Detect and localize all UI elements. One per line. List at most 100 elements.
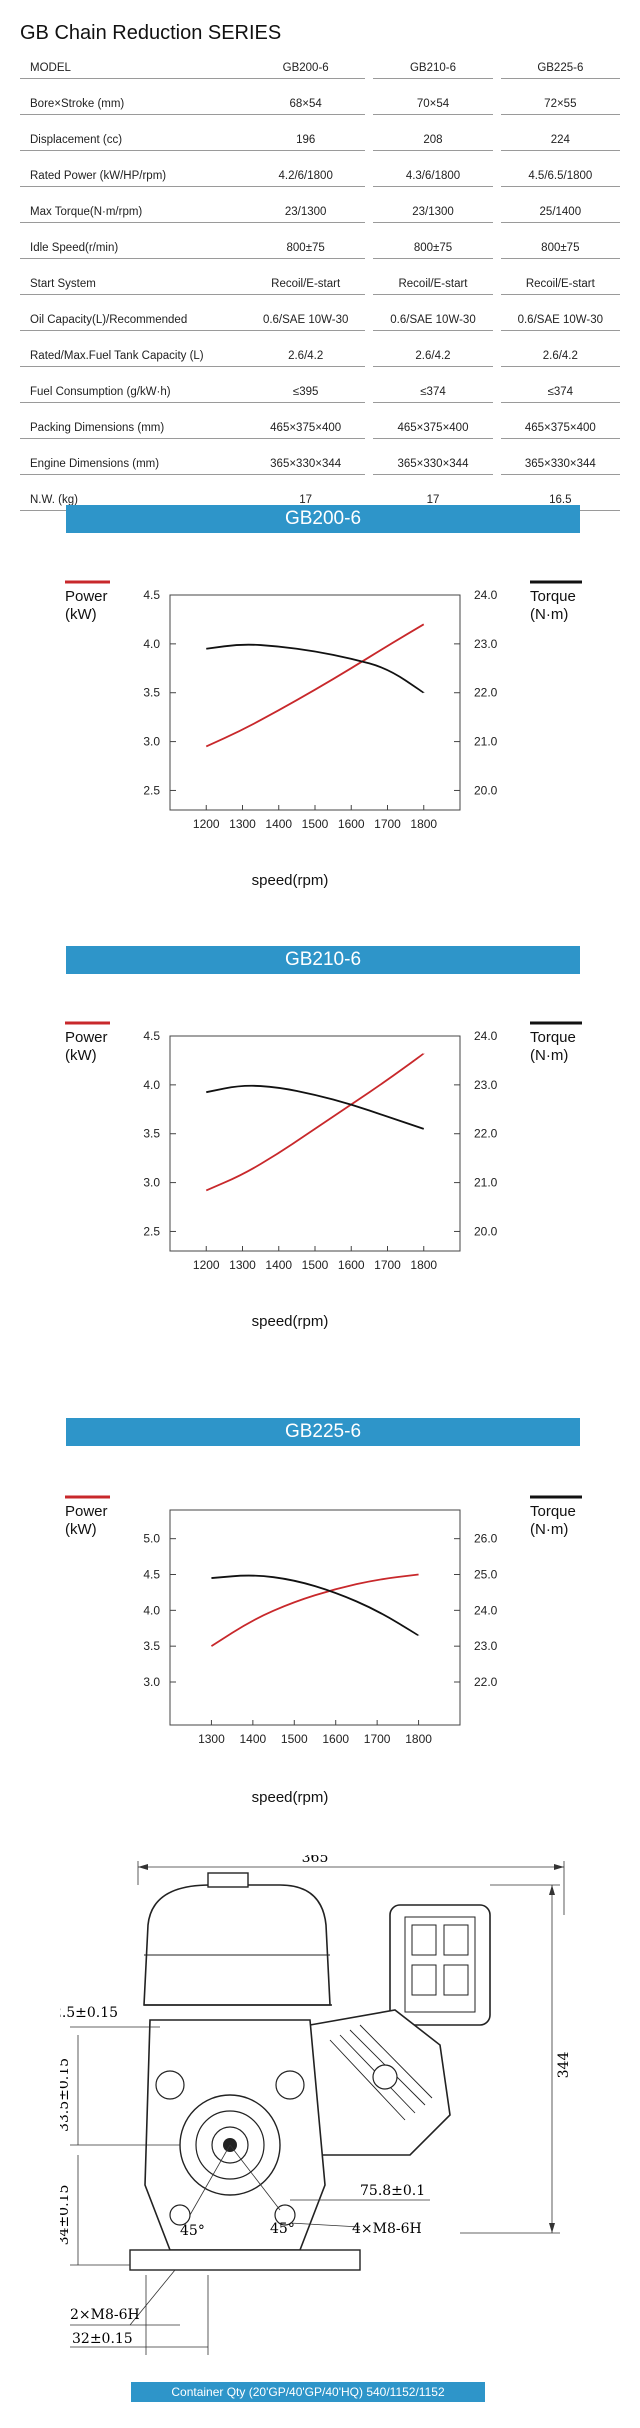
x-tick-label: 1600 (338, 817, 365, 831)
y-right-tick-label: 26.0 (474, 1532, 498, 1546)
x-tick-label: 1500 (302, 817, 329, 831)
table-row: Displacement (cc) 196 208 224 (20, 114, 620, 151)
y-right-tick-label: 23.0 (474, 1639, 498, 1653)
torque-curve (211, 1574, 420, 1637)
y-left-tick-label: 4.0 (143, 637, 160, 651)
row-value: Recoil/E-start (246, 258, 366, 295)
row-value: 800±75 (373, 222, 493, 259)
dim-f-label: 2×M8-6H (70, 2307, 140, 2323)
torque-curve (206, 643, 425, 694)
y-left-tick-label: 4.5 (143, 1568, 160, 1582)
row-value: 2.6/4.2 (373, 330, 493, 367)
y-right-tick-label: 25.0 (474, 1568, 498, 1582)
row-label: Displacement (cc) (20, 114, 246, 151)
y-right-tick-label: 22.0 (474, 1127, 498, 1141)
power-curve (205, 1052, 425, 1192)
torque-axis-label: Torque (530, 588, 576, 605)
y-left-tick-label: 4.0 (143, 1078, 160, 1092)
y-right-tick-label: 21.0 (474, 1176, 498, 1190)
row-value: 365×330×344 (373, 438, 493, 475)
row-value: 196 (246, 114, 366, 151)
table-row: Engine Dimensions (mm) 365×330×344 365×330… (20, 438, 620, 475)
chart-svg: Power(kW) Torque(N·m) 4.5 4.0 3.5 3.0 2.5 24.0 2… (65, 580, 582, 831)
x-tick-label: 1300 (229, 817, 256, 831)
row-label: Fuel Consumption (g/kW·h) (20, 366, 246, 403)
chart-gb200-6: Power (kW) Torque (N·m) 4.5 4.0 3.5 3.0 2.5 24.0 2… (0, 575, 640, 835)
power-axis-unit: (kW) (65, 1047, 97, 1064)
chart-svg: Power(kW) Torque(N·m) 4.5 4.0 3.5 3.0 2.5 24.0 2… (65, 1021, 582, 1272)
table-header-row: MODEL GB200-6 GB210-6 GB225-6 (20, 56, 620, 79)
row-value: 2.6/4.2 (500, 330, 620, 367)
chart-banner-gb200-6: GB200-6 (66, 505, 580, 533)
y-right-tick-label: 22.0 (474, 1675, 498, 1689)
dim-width-label: 365 (302, 1855, 329, 1866)
x-tick-label: 1400 (265, 1258, 292, 1272)
page-title: GB Chain Reduction SERIES (20, 22, 282, 44)
angle-1-label: 45° (180, 2223, 205, 2239)
torque-axis-unit: (N·m) (530, 1047, 568, 1064)
row-label: Oil Capacity(L)/Recommended (20, 294, 246, 331)
row-value: 68×54 (246, 78, 366, 115)
table-row: Fuel Consumption (g/kW·h) ≤395 ≤374 ≤374 (20, 366, 620, 403)
table-row: Bore×Stroke (mm) 68×54 70×54 72×55 (20, 78, 620, 115)
container-qty-bar: Container Qty (20'GP/40'GP/40'HQ) 540/11… (131, 2382, 485, 2402)
power-axis-label: Power (65, 1503, 108, 1520)
chart-svg: Power(kW) Torque(N·m) 5.0 4.5 4.0 3.5 3.0 26.0 2… (65, 1495, 582, 1746)
row-value: 23/1300 (373, 186, 493, 223)
table-row: Oil Capacity(L)/Recommended 0.6/SAE 10W-3… (20, 294, 620, 331)
row-value: ≤395 (246, 366, 366, 403)
x-tick-label: 1200 (193, 817, 220, 831)
power-curve (205, 623, 425, 748)
power-axis-unit: (kW) (65, 1521, 97, 1538)
power-curve (210, 1573, 419, 1647)
y-left-tick-label: 3.0 (143, 1176, 160, 1190)
dim-c-label: 34±0.15 (60, 2185, 72, 2246)
row-value: Recoil/E-start (500, 258, 620, 295)
row-value: 800±75 (246, 222, 366, 259)
dim-g-label: 32±0.15 (72, 2331, 133, 2347)
x-tick-label: 1500 (302, 1258, 329, 1272)
row-value: 365×330×344 (500, 438, 620, 475)
x-tick-label: 1800 (410, 817, 437, 831)
y-left-tick-label: 4.5 (143, 1029, 160, 1043)
dim-e-label: 4×M8-6H (352, 2221, 422, 2237)
row-label: Rated Power (kW/HP/rpm) (20, 150, 246, 187)
table-row: Rated Power (kW/HP/rpm) 4.2/6/1800 4.3/6/1… (20, 150, 620, 187)
row-value: ≤374 (500, 366, 620, 403)
plot-frame (169, 1035, 461, 1252)
dim-height-label: 344 (556, 2052, 572, 2079)
table-row: Idle Speed(r/min) 800±75 800±75 800±75 (20, 222, 620, 259)
row-value: 4.2/6/1800 (246, 150, 366, 187)
row-value: 0.6/SAE 10W-30 (246, 294, 366, 331)
dim-a-label: 32.5±0.15 (60, 2005, 118, 2021)
row-value: 4.3/6/1800 (373, 150, 493, 187)
y-right-tick-label: 20.0 (474, 1224, 498, 1238)
y-right-tick-label: 22.0 (474, 686, 498, 700)
x-tick-label: 1800 (405, 1732, 432, 1746)
y-left-tick-label: 3.5 (143, 1127, 160, 1141)
y-right-tick-label: 24.0 (474, 1029, 498, 1043)
row-value: 4.5/6.5/1800 (500, 150, 620, 187)
fuel-tank (143, 1884, 331, 2006)
dim-d-label: 75.8±0.1 (360, 2183, 425, 2199)
y-right-tick-label: 24.0 (474, 588, 498, 602)
plot-frame (169, 1509, 461, 1726)
y-left-tick-label: 3.5 (143, 686, 160, 700)
row-value: 70×54 (373, 78, 493, 115)
y-left-tick-label: 3.0 (143, 1675, 160, 1689)
table-row: Start System Recoil/E-start Recoil/E-start… (20, 258, 620, 295)
row-label: Bore×Stroke (mm) (20, 78, 246, 115)
spec-table: MODEL GB200-6 GB210-6 GB225-6 Bore×Stroke (m… (20, 56, 620, 511)
table-row: Max Torque(N·m/rpm) 23/1300 23/1300 25/1400 (20, 186, 620, 223)
x-tick-label: 1300 (229, 1258, 256, 1272)
y-right-tick-label: 24.0 (474, 1603, 498, 1617)
chart-xlabel: speed(rpm) (251, 1789, 329, 1806)
row-value: 208 (373, 114, 493, 151)
row-value: 0.6/SAE 10W-30 (500, 294, 620, 331)
y-left-tick-label: 2.5 (143, 1224, 160, 1238)
row-label: Start System (20, 258, 246, 295)
chart-banner-gb225-6: GB225-6 (66, 1418, 580, 1446)
row-value: 25/1400 (500, 186, 620, 223)
row-label: Max Torque(N·m/rpm) (20, 186, 246, 223)
mounting-base (129, 2249, 361, 2271)
